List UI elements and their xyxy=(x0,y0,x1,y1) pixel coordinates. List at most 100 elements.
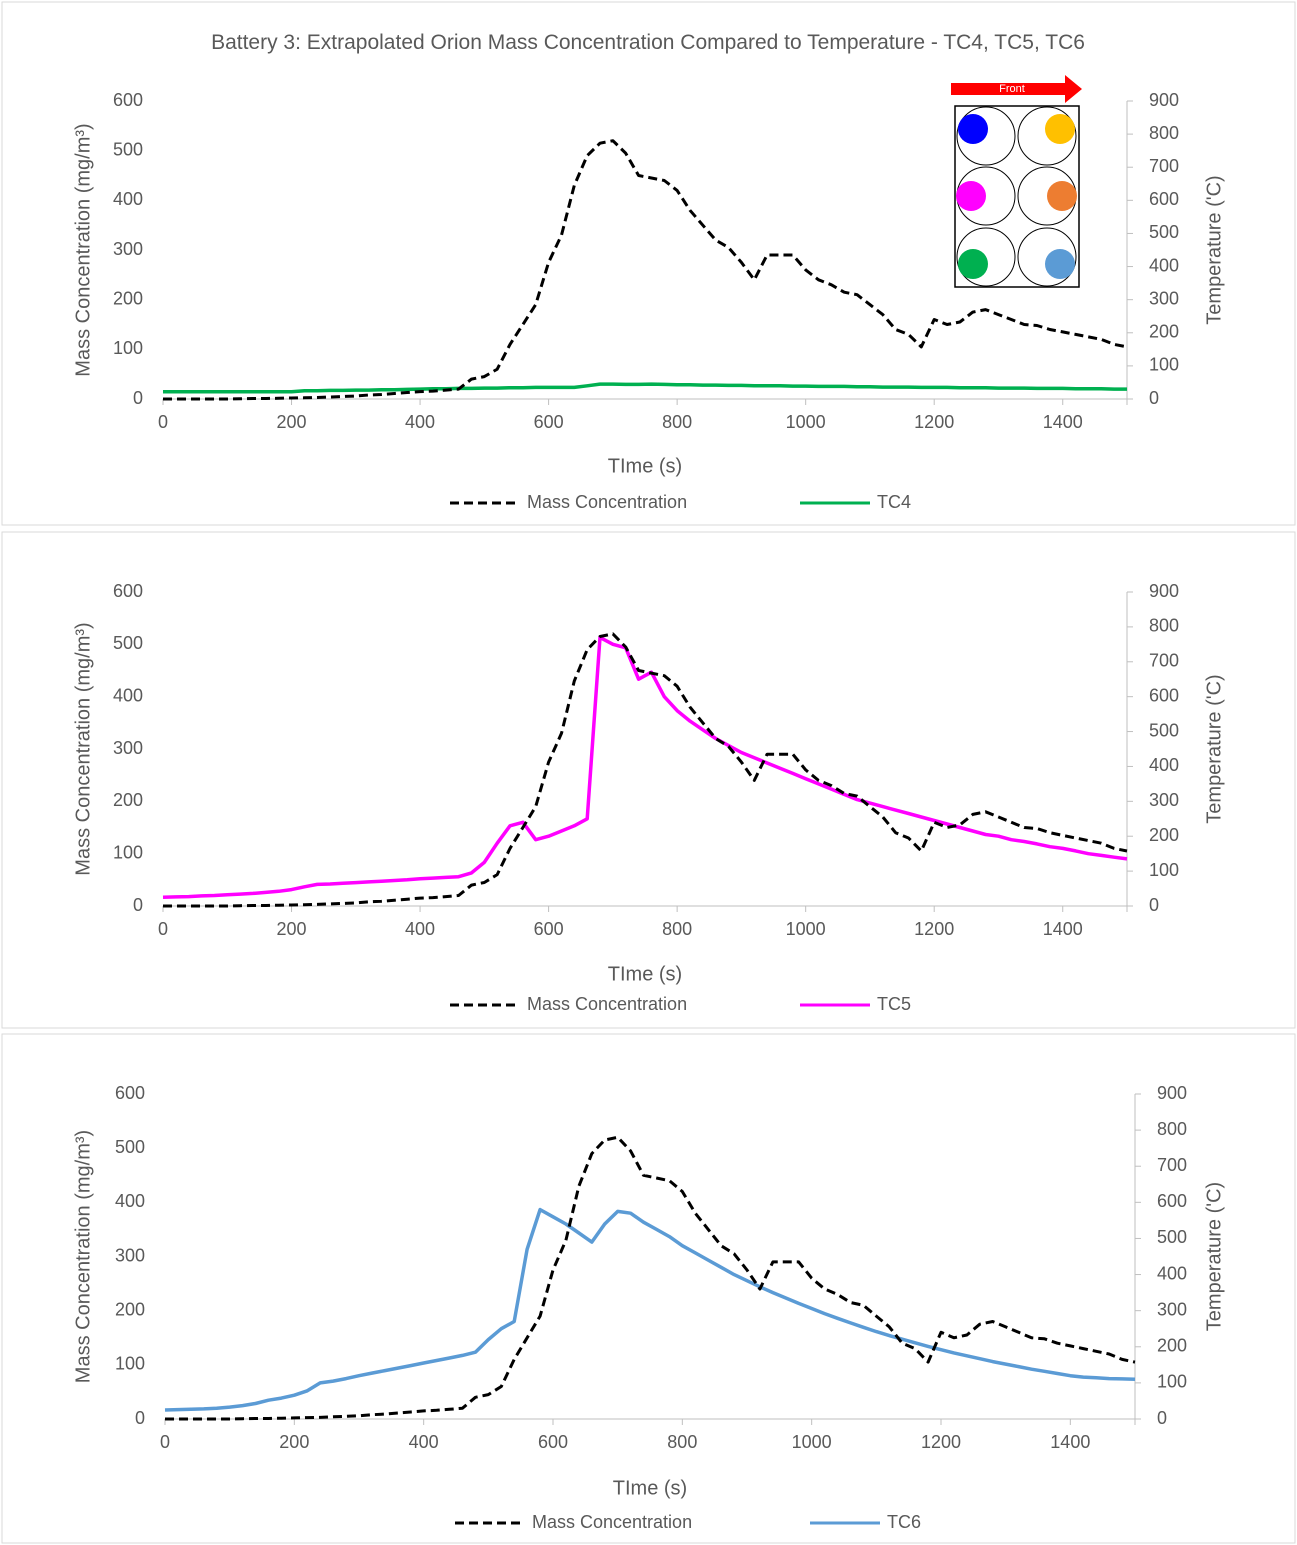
y2-axis-label: Temperature ('C) xyxy=(1203,175,1225,324)
x-tick-label: 1400 xyxy=(1050,1432,1090,1452)
y-tick-label: 300 xyxy=(113,239,143,259)
y2-tick-label: 200 xyxy=(1149,825,1179,845)
data-line xyxy=(165,1135,1136,1421)
y2-tick-label: 0 xyxy=(1157,1408,1167,1428)
legend-label: Mass Concentration xyxy=(527,492,687,512)
y2-tick-label: 600 xyxy=(1149,685,1179,705)
y2-tick-label: 900 xyxy=(1157,1083,1187,1103)
cell xyxy=(956,227,1016,287)
x-tick-label: 1400 xyxy=(1043,919,1083,939)
data-line xyxy=(164,1207,1136,1412)
y2-tick-label: 900 xyxy=(1149,581,1179,601)
y2-tick-label: 500 xyxy=(1149,222,1179,242)
chart-title: Battery 3: Extrapolated Orion Mass Conce… xyxy=(211,31,1085,54)
data-line xyxy=(163,139,1128,401)
panel-border xyxy=(1,1,1296,526)
x-axis-label: TIme (s) xyxy=(608,455,682,477)
y2-tick-label: 200 xyxy=(1149,322,1179,342)
y2-tick-label: 600 xyxy=(1157,1191,1187,1211)
x-tick-label: 400 xyxy=(405,412,435,432)
cell xyxy=(1017,227,1077,287)
y2-tick-label: 300 xyxy=(1157,1299,1187,1319)
y2-tick-label: 0 xyxy=(1149,388,1159,408)
y2-tick-label: 100 xyxy=(1149,860,1179,880)
x-tick-label: 1000 xyxy=(792,1432,832,1452)
legend-label: TC5 xyxy=(877,994,911,1014)
x-tick-label: 800 xyxy=(662,412,692,432)
y2-tick-label: 400 xyxy=(1157,1263,1187,1283)
y-tick-label: 600 xyxy=(113,581,143,601)
x-tick-label: 1000 xyxy=(786,412,826,432)
y2-axis-label: Temperature ('C) xyxy=(1203,1182,1225,1331)
y-axis-label: Mass Concentration (mg/m³) xyxy=(72,622,94,875)
sensor-dot xyxy=(958,249,988,279)
x-tick-label: 1000 xyxy=(786,919,826,939)
y2-tick-label: 100 xyxy=(1149,355,1179,375)
sensor-dot xyxy=(1047,181,1077,211)
y-tick-label: 0 xyxy=(133,895,143,915)
x-tick-label: 0 xyxy=(158,919,168,939)
y-tick-label: 500 xyxy=(113,633,143,653)
y2-tick-label: 700 xyxy=(1157,1155,1187,1175)
y2-tick-label: 200 xyxy=(1157,1336,1187,1356)
y2-tick-label: 800 xyxy=(1157,1119,1187,1139)
y-tick-label: 400 xyxy=(113,685,143,705)
panel-border xyxy=(1,531,1296,1029)
inset-label: Front xyxy=(999,83,1025,95)
y2-tick-label: 500 xyxy=(1157,1227,1187,1247)
y-tick-label: 0 xyxy=(133,388,143,408)
x-tick-label: 200 xyxy=(277,919,307,939)
data-line xyxy=(163,632,1128,908)
y2-tick-label: 100 xyxy=(1157,1372,1187,1392)
x-tick-label: 0 xyxy=(158,412,168,432)
x-axis-label: TIme (s) xyxy=(613,1477,687,1499)
y-tick-label: 0 xyxy=(135,1408,145,1428)
x-tick-label: 600 xyxy=(534,919,564,939)
cell xyxy=(956,106,1016,166)
x-tick-label: 200 xyxy=(279,1432,309,1452)
y2-tick-label: 900 xyxy=(1149,90,1179,110)
sensor-dot xyxy=(958,114,988,144)
x-tick-label: 400 xyxy=(405,919,435,939)
y-tick-label: 400 xyxy=(115,1191,145,1211)
sensor-dot xyxy=(956,181,986,211)
y2-tick-label: 800 xyxy=(1149,616,1179,636)
legend-label: TC6 xyxy=(887,1512,921,1532)
x-tick-label: 800 xyxy=(662,919,692,939)
legend-label: TC4 xyxy=(877,492,911,512)
y-tick-label: 100 xyxy=(113,338,143,358)
y-axis-label: Mass Concentration (mg/m³) xyxy=(72,123,94,376)
y2-tick-label: 0 xyxy=(1149,895,1159,915)
y2-tick-label: 700 xyxy=(1149,156,1179,176)
x-tick-label: 200 xyxy=(277,412,307,432)
x-tick-label: 1200 xyxy=(914,919,954,939)
y2-tick-label: 300 xyxy=(1149,790,1179,810)
y2-axis-label: Temperature ('C) xyxy=(1203,674,1225,823)
data-line xyxy=(162,635,1128,900)
legend-label: Mass Concentration xyxy=(527,994,687,1014)
y-tick-label: 200 xyxy=(113,288,143,308)
cell xyxy=(1017,106,1077,166)
y-tick-label: 500 xyxy=(115,1137,145,1157)
x-tick-label: 0 xyxy=(160,1432,170,1452)
panel-border xyxy=(1,1033,1296,1544)
x-axis-label: TIme (s) xyxy=(608,963,682,985)
y-tick-label: 300 xyxy=(115,1245,145,1265)
y-tick-label: 200 xyxy=(113,790,143,810)
y2-tick-label: 700 xyxy=(1149,651,1179,671)
y-tick-label: 600 xyxy=(113,90,143,110)
x-tick-label: 400 xyxy=(409,1432,439,1452)
y-tick-label: 200 xyxy=(115,1299,145,1319)
data-line xyxy=(163,382,1127,394)
y-axis-label: Mass Concentration (mg/m³) xyxy=(72,1130,94,1383)
y-tick-label: 600 xyxy=(115,1083,145,1103)
x-tick-label: 1400 xyxy=(1043,412,1083,432)
sensor-dot xyxy=(1045,114,1075,144)
y2-tick-label: 400 xyxy=(1149,255,1179,275)
y-tick-label: 500 xyxy=(113,139,143,159)
front-arrow xyxy=(951,75,1082,103)
x-tick-label: 1200 xyxy=(914,412,954,432)
y-tick-label: 100 xyxy=(113,842,143,862)
